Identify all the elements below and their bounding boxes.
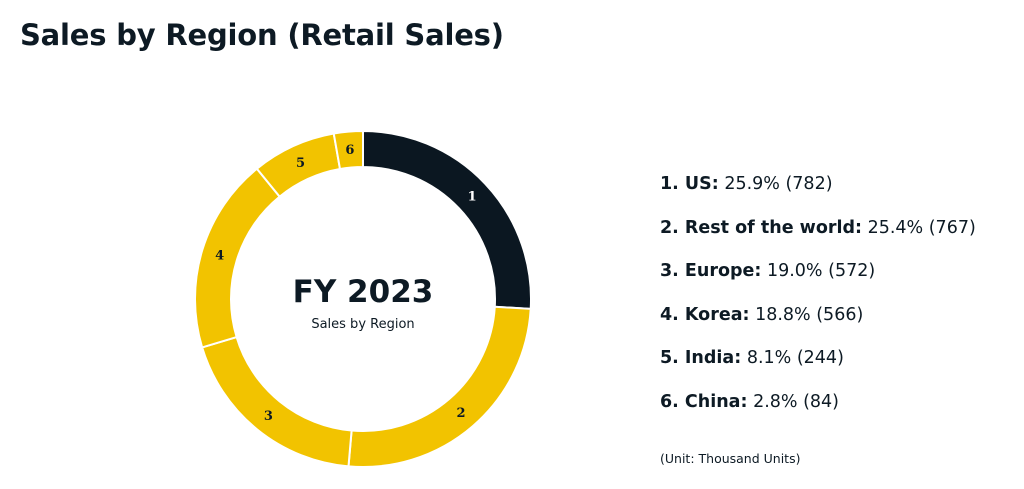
legend-value: 25.4% (767)	[867, 217, 976, 238]
legend: 1. US: 25.9% (782) 2. Rest of the world:…	[660, 172, 976, 434]
legend-item-korea: 4. Korea: 18.8% (566)	[660, 303, 976, 347]
legend-item-us: 1. US: 25.9% (782)	[660, 172, 976, 216]
donut-chart-svg: 1 2 3 4 5 6 FY 2023 Sales by Region	[194, 129, 532, 468]
legend-item-rest-of-the-world: 2. Rest of the world: 25.4% (767)	[660, 216, 976, 260]
legend-label: 2. Rest of the world:	[660, 217, 862, 238]
donut-slice-europe	[200, 335, 353, 468]
donut-slice-labels: 1 2 3 4 5 6	[215, 143, 477, 424]
legend-item-china: 6. China: 2.8% (84)	[660, 390, 976, 434]
donut-slice-label-india: 5	[296, 156, 305, 171]
donut-slice-label-china: 6	[345, 143, 354, 158]
legend-label: 6. China:	[660, 391, 748, 412]
donut-slice-label-us: 1	[468, 190, 477, 205]
legend-label: 1. US:	[660, 174, 719, 194]
unit-note: (Unit: Thousand Units)	[660, 451, 801, 466]
donut-slice-label-rest-of-the-world: 2	[457, 406, 466, 421]
legend-value: 18.8% (566)	[755, 304, 864, 325]
donut-slices	[194, 129, 532, 468]
legend-item-europe: 3. Europe: 19.0% (572)	[660, 259, 976, 303]
page-title: Sales by Region (Retail Sales)	[20, 18, 504, 52]
legend-label: 5. India:	[660, 348, 742, 369]
legend-value: 25.9% (782)	[724, 174, 833, 194]
legend-value: 2.8% (84)	[753, 391, 840, 412]
donut-slice-china	[332, 129, 364, 171]
donut-slice-label-europe: 3	[264, 409, 273, 424]
legend-value: 8.1% (244)	[746, 348, 844, 369]
legend-value: 19.0% (572)	[766, 261, 876, 282]
donut-chart: 1 2 3 4 5 6 FY 2023 Sales by Region	[193, 129, 533, 469]
legend-label: 3. Europe:	[660, 261, 762, 282]
donut-center-subtitle: Sales by Region	[311, 317, 414, 332]
legend-item-india: 5. India: 8.1% (244)	[660, 346, 976, 390]
donut-slice-label-korea: 4	[215, 249, 224, 264]
legend-label: 4. Korea:	[660, 304, 750, 325]
donut-slice-korea	[194, 167, 282, 349]
donut-center-title: FY 2023	[293, 274, 434, 310]
